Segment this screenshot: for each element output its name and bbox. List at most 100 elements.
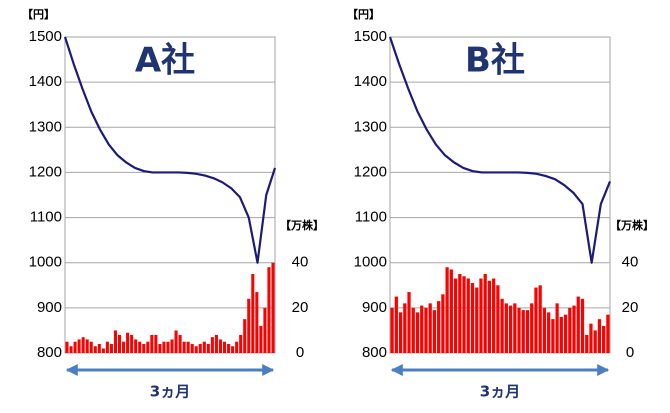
bar — [563, 314, 568, 353]
bar — [585, 334, 589, 353]
bar — [73, 341, 77, 353]
bar — [487, 280, 492, 353]
x-axis-label: 3ヵ月 — [480, 383, 520, 401]
bar — [496, 285, 500, 353]
bar — [555, 303, 559, 353]
bar — [154, 334, 158, 353]
bar — [390, 307, 394, 353]
bar — [97, 343, 101, 353]
bar — [403, 303, 407, 353]
bar — [158, 343, 162, 353]
bar — [77, 339, 81, 353]
y-tick-label: 1100 — [355, 209, 387, 226]
bar — [122, 341, 126, 353]
y2-tick-label: 40 — [622, 254, 639, 271]
bar — [239, 334, 243, 353]
bar — [126, 332, 130, 353]
bar — [449, 269, 453, 353]
y-tick-label: 900 — [37, 299, 62, 316]
bar — [146, 341, 150, 353]
bar — [538, 285, 542, 353]
bar — [206, 343, 210, 353]
bar — [134, 339, 138, 353]
bar — [492, 278, 496, 353]
bar — [441, 294, 445, 353]
bar — [597, 319, 602, 353]
bar — [101, 348, 105, 353]
bar — [534, 287, 538, 353]
bar — [259, 325, 263, 353]
bar — [210, 337, 214, 353]
bar — [214, 334, 218, 353]
bar — [85, 339, 89, 353]
bar — [576, 296, 580, 353]
y-tick-label: 1000 — [29, 254, 62, 271]
bar — [500, 298, 504, 353]
y2-tick-label: 0 — [296, 344, 304, 361]
bar — [166, 341, 170, 353]
y-tick-label: 900 — [362, 299, 387, 316]
bar — [530, 303, 534, 353]
bar — [109, 343, 113, 353]
bar — [437, 301, 441, 353]
bar — [407, 292, 411, 353]
bar — [517, 307, 521, 353]
plot-border — [389, 36, 611, 354]
bar — [235, 341, 239, 353]
bar — [138, 341, 142, 353]
price-line — [63, 36, 277, 264]
y-tick-label: 1000 — [354, 254, 387, 271]
bar — [551, 319, 555, 353]
bar — [593, 330, 597, 353]
y-unit-label: 【円】 — [22, 8, 55, 21]
bar — [231, 346, 235, 353]
bar — [466, 278, 470, 353]
bar — [470, 283, 475, 353]
bar — [218, 339, 222, 353]
bar — [479, 278, 483, 353]
bar — [255, 292, 259, 353]
bar — [198, 343, 202, 353]
bar — [150, 334, 154, 353]
bar — [251, 274, 255, 353]
bar — [504, 303, 508, 353]
bar — [113, 330, 117, 353]
y-tick-label: 1500 — [29, 28, 62, 45]
bar — [542, 307, 547, 353]
bar — [243, 319, 247, 353]
bar — [65, 341, 69, 353]
y-tick-label: 1200 — [354, 163, 387, 180]
bar — [89, 341, 93, 353]
chart-title: A社 — [135, 41, 195, 81]
y-unit-label: 【円】 — [347, 8, 380, 21]
bar — [227, 343, 231, 353]
bar — [483, 274, 487, 353]
bar — [411, 307, 415, 353]
bar — [93, 346, 97, 353]
bar — [247, 298, 251, 353]
bar — [142, 343, 146, 353]
bar — [81, 337, 85, 353]
bar — [174, 330, 178, 353]
bar — [182, 341, 186, 353]
bar — [589, 323, 593, 353]
x-axis-label: 3ヵ月 — [150, 383, 190, 401]
y2-tick-label: 20 — [292, 299, 309, 316]
y2-tick-label: 20 — [622, 299, 639, 316]
y2-tick-label: 0 — [626, 344, 634, 361]
bar — [559, 316, 563, 353]
bar — [162, 341, 166, 353]
bar — [568, 307, 572, 353]
y-tick-label: 1400 — [354, 73, 387, 90]
bar — [190, 343, 194, 353]
bar — [69, 346, 73, 353]
bar — [432, 310, 437, 353]
bar — [170, 339, 174, 353]
plot-border — [64, 36, 276, 354]
bar — [458, 274, 462, 353]
bar — [130, 334, 134, 353]
bar — [525, 310, 530, 353]
bar — [223, 341, 227, 353]
y-tick-label: 1300 — [354, 118, 387, 135]
bar — [105, 341, 109, 353]
